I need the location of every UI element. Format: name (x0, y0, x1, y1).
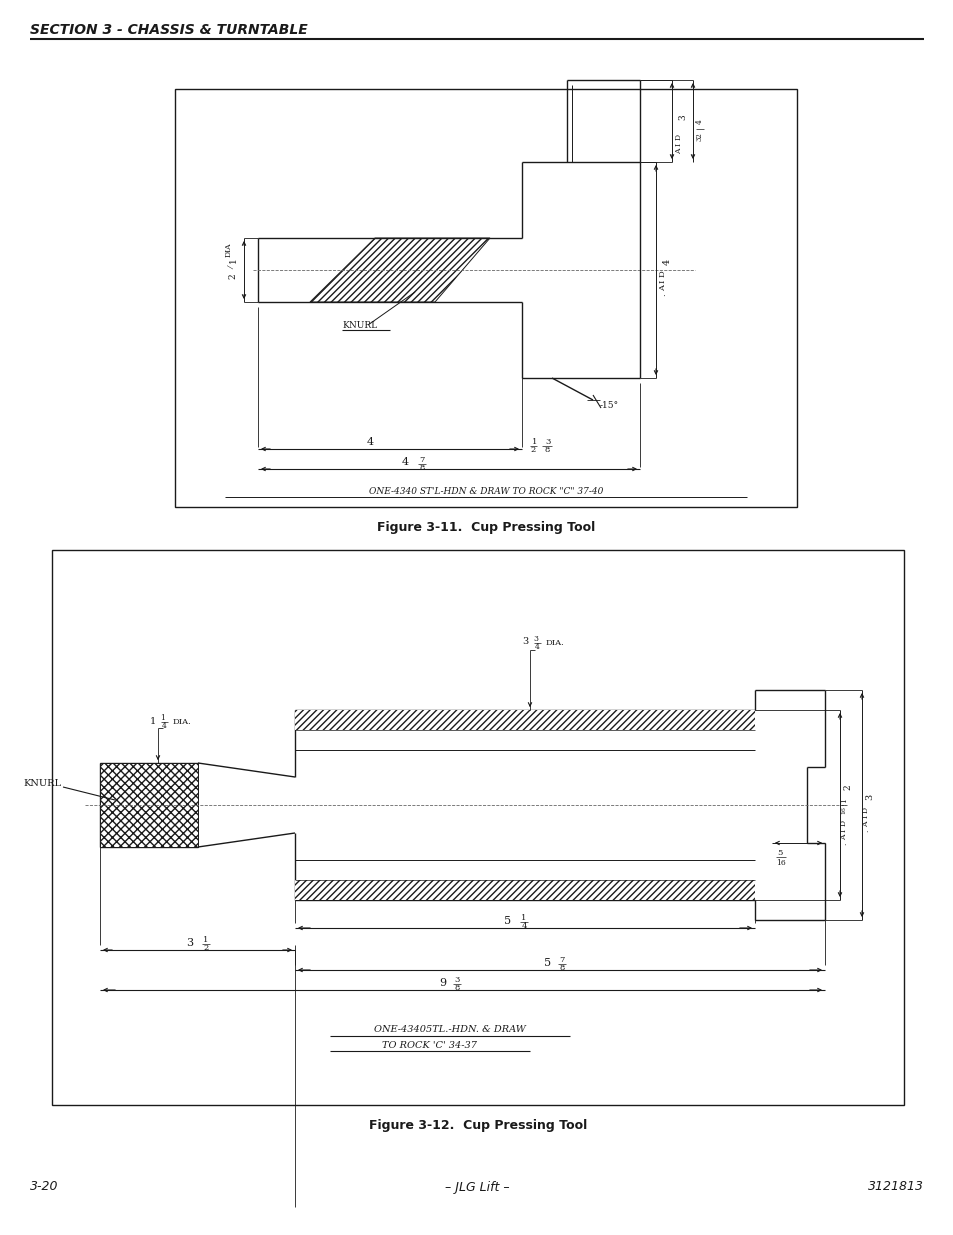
Text: D: D (862, 806, 869, 813)
Text: 2: 2 (203, 944, 209, 952)
Text: 8: 8 (558, 965, 564, 972)
Text: 2: 2 (530, 446, 535, 454)
Bar (100, 763, 198, 847)
Text: Figure 3-11.  Cup Pressing Tool: Figure 3-11. Cup Pressing Tool (376, 520, 595, 534)
Text: D: D (675, 133, 682, 140)
Text: 8: 8 (544, 446, 549, 454)
Text: 1: 1 (532, 438, 537, 446)
Text: I: I (840, 829, 847, 831)
Text: 3121813: 3121813 (867, 1181, 923, 1193)
Text: TO ROCK 'C' 34-37: TO ROCK 'C' 34-37 (382, 1041, 477, 1050)
Text: 4: 4 (366, 437, 374, 447)
Text: KNURL: KNURL (24, 778, 62, 788)
Text: DIA: DIA (225, 243, 233, 257)
Text: 4: 4 (401, 457, 408, 467)
Text: A: A (862, 821, 869, 826)
Text: 1: 1 (840, 799, 847, 804)
Text: 1: 1 (520, 914, 526, 923)
Text: A: A (659, 285, 666, 291)
Text: 7: 7 (558, 956, 564, 965)
Text: Figure 3-12.  Cup Pressing Tool: Figure 3-12. Cup Pressing Tool (369, 1119, 586, 1131)
Text: .: . (840, 842, 847, 845)
Text: 5: 5 (777, 848, 781, 857)
Text: 1: 1 (229, 257, 237, 263)
Text: 9: 9 (439, 978, 446, 988)
Text: SECTION 3 - CHASSIS & TURNTABLE: SECTION 3 - CHASSIS & TURNTABLE (30, 23, 308, 37)
Text: DIA.: DIA. (172, 718, 192, 726)
Text: 1: 1 (150, 716, 156, 725)
Text: 4: 4 (661, 259, 671, 266)
Text: 4: 4 (520, 923, 526, 930)
Text: A: A (840, 835, 847, 840)
Text: 3: 3 (864, 794, 874, 800)
Text: .: . (862, 830, 869, 832)
Text: 5: 5 (544, 958, 551, 968)
Text: I: I (659, 279, 666, 283)
Text: 2: 2 (229, 273, 237, 279)
Text: ⁄: ⁄ (229, 267, 236, 269)
Text: ONE-43405TL.-HDN. & DRAW: ONE-43405TL.-HDN. & DRAW (374, 1025, 525, 1035)
Text: D: D (659, 270, 666, 278)
Text: 3: 3 (454, 976, 459, 984)
Text: 2: 2 (842, 784, 852, 790)
Text: 8: 8 (419, 464, 424, 472)
Text: 1: 1 (160, 714, 165, 722)
Text: DIA.: DIA. (545, 638, 564, 647)
Text: – JLG Lift –: – JLG Lift – (444, 1181, 509, 1193)
Text: I: I (675, 142, 682, 146)
Text: 3: 3 (521, 637, 528, 646)
Bar (174, 89, 796, 508)
Text: 7: 7 (419, 456, 424, 464)
Bar (163, 768, 193, 842)
Text: D: D (840, 820, 847, 826)
Bar (52, 550, 903, 1105)
Text: 3: 3 (186, 939, 193, 948)
Text: A: A (675, 148, 682, 153)
Bar (294, 881, 754, 900)
Text: 3: 3 (533, 635, 537, 643)
Text: 4: 4 (696, 120, 703, 125)
Text: -15°: -15° (599, 401, 618, 410)
Text: 3: 3 (678, 114, 687, 120)
Text: 16: 16 (841, 806, 845, 814)
Text: .: . (659, 294, 666, 296)
Text: 16: 16 (776, 860, 785, 867)
Text: 5: 5 (504, 916, 511, 926)
Text: I: I (862, 815, 869, 819)
Bar (294, 710, 754, 730)
Text: 4: 4 (534, 643, 538, 651)
Text: ONE-4340 ST'L-HDN & DRAW TO ROCK "C" 37-40: ONE-4340 ST'L-HDN & DRAW TO ROCK "C" 37-… (369, 487, 602, 495)
Text: 4: 4 (161, 722, 166, 730)
Text: 8: 8 (454, 984, 459, 992)
Text: 3: 3 (545, 438, 550, 446)
Text: 32: 32 (696, 132, 703, 142)
Text: KNURL: KNURL (341, 321, 376, 330)
Text: 1: 1 (203, 936, 209, 944)
Text: 3-20: 3-20 (30, 1181, 58, 1193)
